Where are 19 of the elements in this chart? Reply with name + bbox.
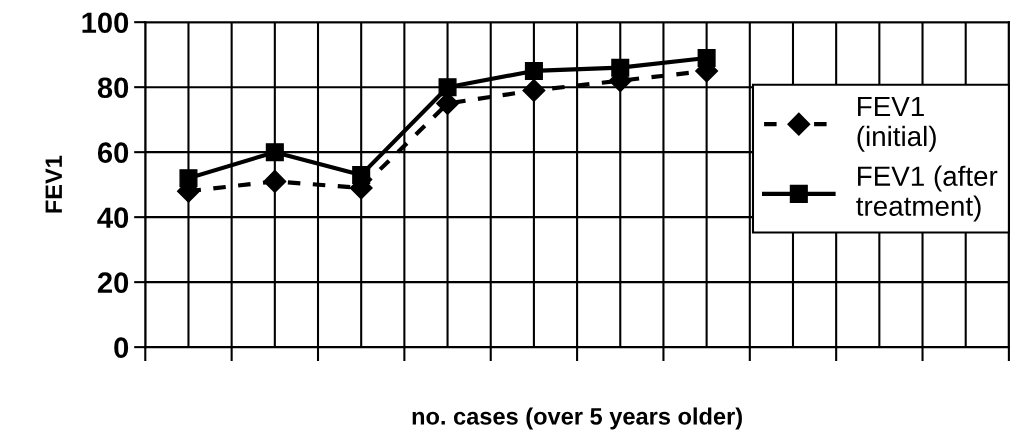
y-tick-label: 60 <box>97 142 129 164</box>
y-tick-label: 40 <box>97 207 129 229</box>
point <box>263 169 287 193</box>
point <box>524 61 543 80</box>
point <box>697 48 716 67</box>
point <box>352 165 371 184</box>
y-tick-label: 80 <box>97 77 129 99</box>
legend-label: FEV1 (initial) <box>857 96 936 152</box>
point <box>438 78 457 97</box>
point <box>179 169 198 188</box>
y-tick-label: 0 <box>114 337 129 358</box>
x-axis-title: no. cases (over 5 years older) <box>412 407 742 430</box>
y-tick-label: 20 <box>97 272 129 293</box>
point <box>522 78 546 102</box>
point <box>265 143 284 162</box>
y-axis-title: FEV1 <box>45 155 62 213</box>
legend-label: FEV1 (after treatment) <box>856 165 998 222</box>
y-tick-label: 100 <box>82 12 129 34</box>
point <box>611 58 630 77</box>
